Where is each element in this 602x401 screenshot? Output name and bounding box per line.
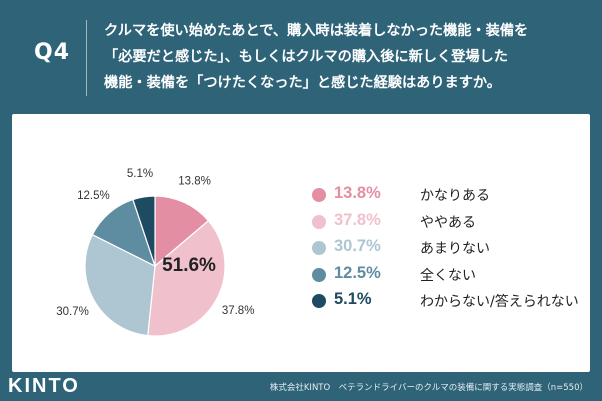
- legend-label: 全くない: [420, 267, 476, 284]
- chart-card: 13.8% 37.8% 30.7% 12.5% 5.1% 51.6% 13.8% かなりあ…: [12, 114, 590, 372]
- kinto-logo: KINTO: [8, 375, 80, 397]
- legend-label: ややある: [420, 214, 476, 231]
- legend-label: わからない/答えられない: [420, 294, 579, 310]
- slice-label: 30.7%: [56, 306, 89, 318]
- legend-percent: 30.7%: [334, 237, 381, 255]
- legend-percent: 5.1%: [334, 290, 372, 308]
- question-header: Q4 クルマを使い始めたあとで、購入時は装着しなかった機能・装備を 「必要だと感…: [0, 0, 602, 110]
- legend-swatch: [312, 188, 326, 202]
- pie-slice: [132, 195, 156, 267]
- pie-chart: 13.8% 37.8% 30.7% 12.5% 5.1% 51.6%: [56, 168, 255, 337]
- legend-swatch: [312, 214, 326, 229]
- legend-swatch: [312, 241, 326, 255]
- question-line-3: 機能・装備を「つけたくなった」と感じた経験はありますか。: [104, 75, 501, 91]
- legend-label: あまりない: [420, 241, 490, 257]
- question-number: Q4: [34, 40, 71, 65]
- slice-label: 13.8%: [178, 176, 211, 188]
- pie-slice: [84, 233, 156, 337]
- pie-slice: [154, 195, 210, 268]
- slice-label: 12.5%: [77, 190, 110, 202]
- header-divider: [86, 20, 87, 96]
- legend-swatch: [312, 294, 326, 308]
- question-line-1: クルマを使い始めたあとで、購入時は装着しなかった機能・装備を: [104, 23, 529, 39]
- question-line-2: 「必要だと感じた」、もしくはクルマの購入後に新しく登場した: [104, 49, 508, 65]
- slice-label: 5.1%: [127, 168, 153, 180]
- slice-label: 37.8%: [222, 305, 255, 317]
- legend-swatch: [312, 267, 326, 282]
- source-note: 株式会社KINTO ベテランドライバーのクルマの装備に関する実態調査（n=550…: [269, 383, 588, 393]
- combined-percent-label: 51.6%: [162, 255, 216, 276]
- legend-percent: 13.8%: [334, 184, 381, 202]
- pie-slice: [147, 219, 226, 337]
- question-text: クルマを使い始めたあとで、購入時は装着しなかった機能・装備を 「必要だと感じた」…: [104, 18, 594, 96]
- legend-label: かなりある: [420, 188, 490, 204]
- legend-percent: 37.8%: [334, 210, 381, 229]
- legend-percent: 12.5%: [334, 263, 381, 282]
